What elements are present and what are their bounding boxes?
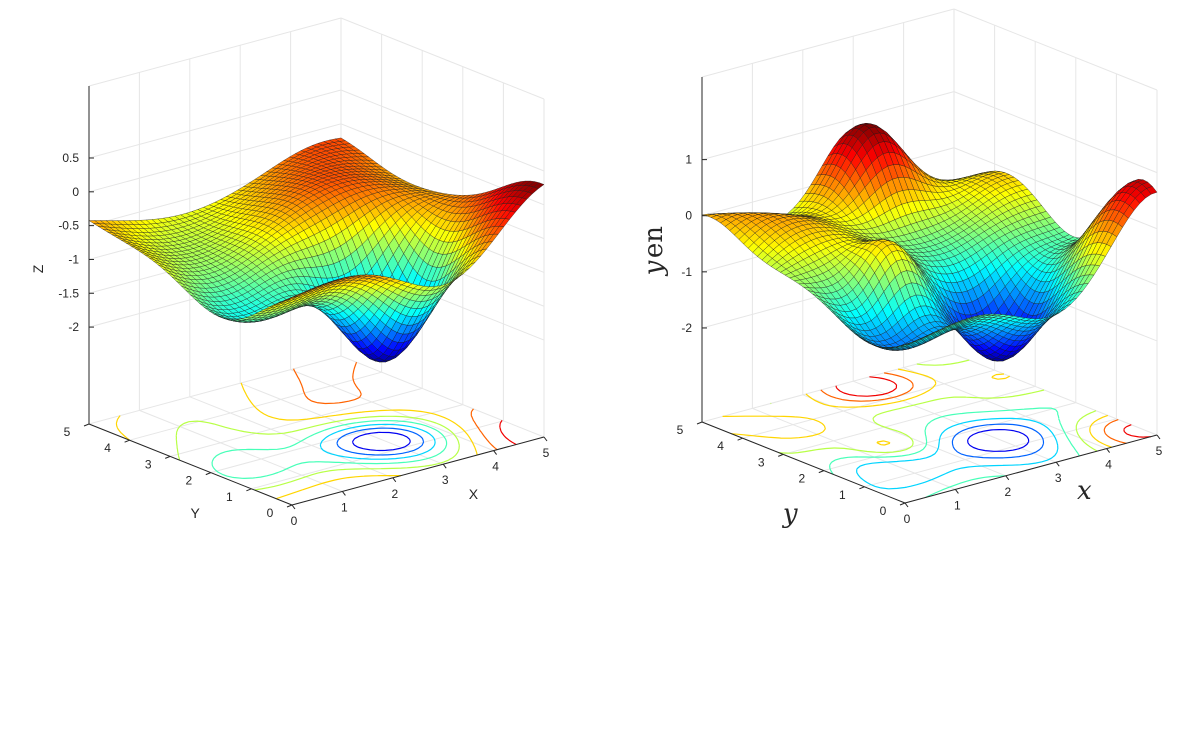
contour-line xyxy=(770,359,1098,454)
y-axis-line xyxy=(701,421,906,504)
y-tick-label: 0 xyxy=(267,506,274,520)
x-tick-label: 2 xyxy=(391,487,398,501)
y-tick-label: 1 xyxy=(839,488,846,502)
y-axis-label: y xyxy=(782,499,798,529)
contour-line xyxy=(319,423,436,460)
surface-facet xyxy=(1146,186,1158,195)
x-tick-label: 0 xyxy=(291,514,298,528)
x-tick-label: 0 xyxy=(904,512,911,526)
z-axis-label: Z xyxy=(30,264,46,273)
x-axis-label: X xyxy=(469,486,479,502)
x-tick-label: 4 xyxy=(492,460,499,474)
y-tick-label: 5 xyxy=(677,423,684,437)
contour-line xyxy=(175,415,460,491)
z-tick-label: 1 xyxy=(685,153,692,167)
svg-text:y: y xyxy=(639,260,669,276)
y-tick-label: 5 xyxy=(64,425,71,439)
contour-line xyxy=(115,382,478,500)
x-tick-label: 3 xyxy=(442,473,449,487)
z-tick-label: 0 xyxy=(72,185,79,199)
y-tick-label: 3 xyxy=(145,457,152,471)
contour-line xyxy=(211,420,448,479)
z-tick-label: -1 xyxy=(68,252,79,266)
contour-line xyxy=(951,423,1045,459)
axes: 0 1 2 3 4 5 0 1 2 3 4 5 0.5 0 -0.5 -1 -1.5 -2 X Y Z xyxy=(30,86,550,528)
contour-line xyxy=(967,429,1030,452)
z-tick-label: -1.5 xyxy=(58,286,79,300)
contour-line xyxy=(835,376,1151,438)
y-tick-label: 2 xyxy=(185,474,192,488)
x-tick-label: 4 xyxy=(1105,458,1112,472)
x-axis-label: x xyxy=(1077,476,1092,506)
x-axis-line xyxy=(291,436,545,506)
z-tick-label: -2 xyxy=(681,321,692,335)
surface-chart-right: 0 1 2 3 4 5 0 1 2 3 4 5 1 0 -1 -2 x y y en xyxy=(639,8,1163,529)
y-tick-label: 4 xyxy=(104,441,111,455)
x-tick-label: 1 xyxy=(341,500,348,514)
contour-line xyxy=(352,431,411,452)
y-tick-label: 2 xyxy=(798,472,805,486)
contour-line xyxy=(820,372,1127,444)
z-tick-label: -0.5 xyxy=(58,219,79,233)
surface-chart-left: 0 1 2 3 4 5 0 1 2 3 4 5 0.5 0 -0.5 -1 -1.5 -2 X Y Z xyxy=(30,17,550,528)
x-axis-line xyxy=(904,434,1158,504)
floor-contours xyxy=(115,361,517,500)
contour-line xyxy=(499,419,517,446)
z-tick-label: -1 xyxy=(681,265,692,279)
y-tick-label: 0 xyxy=(880,504,887,518)
y-tick-label: 3 xyxy=(758,455,765,469)
surface-facet xyxy=(533,182,545,189)
contour-line xyxy=(722,368,1112,448)
svg-text:en: en xyxy=(639,226,669,258)
y-tick-label: 1 xyxy=(226,490,233,504)
y-axis-label: Y xyxy=(191,505,201,521)
y-axis-line xyxy=(88,423,293,506)
x-tick-label: 3 xyxy=(1055,471,1062,485)
z-tick-label: 0 xyxy=(685,209,692,223)
contour-line xyxy=(856,417,1059,490)
contour-line xyxy=(292,361,498,451)
surface-mesh xyxy=(701,123,1158,362)
z-tick-label: 0.5 xyxy=(62,151,79,165)
surface-mesh xyxy=(88,137,545,363)
x-tick-label: 1 xyxy=(954,498,961,512)
floor-contours xyxy=(722,359,1151,498)
z-tick-label: -2 xyxy=(68,320,79,334)
z-axis-label: y en xyxy=(639,226,669,277)
x-tick-label: 5 xyxy=(543,446,550,460)
contour-line xyxy=(336,427,425,456)
x-tick-label: 5 xyxy=(1156,444,1163,458)
axes: 0 1 2 3 4 5 0 1 2 3 4 5 1 0 -1 -2 x y y en xyxy=(639,77,1163,529)
x-tick-label: 2 xyxy=(1004,485,1011,499)
y-tick-label: 4 xyxy=(717,439,724,453)
